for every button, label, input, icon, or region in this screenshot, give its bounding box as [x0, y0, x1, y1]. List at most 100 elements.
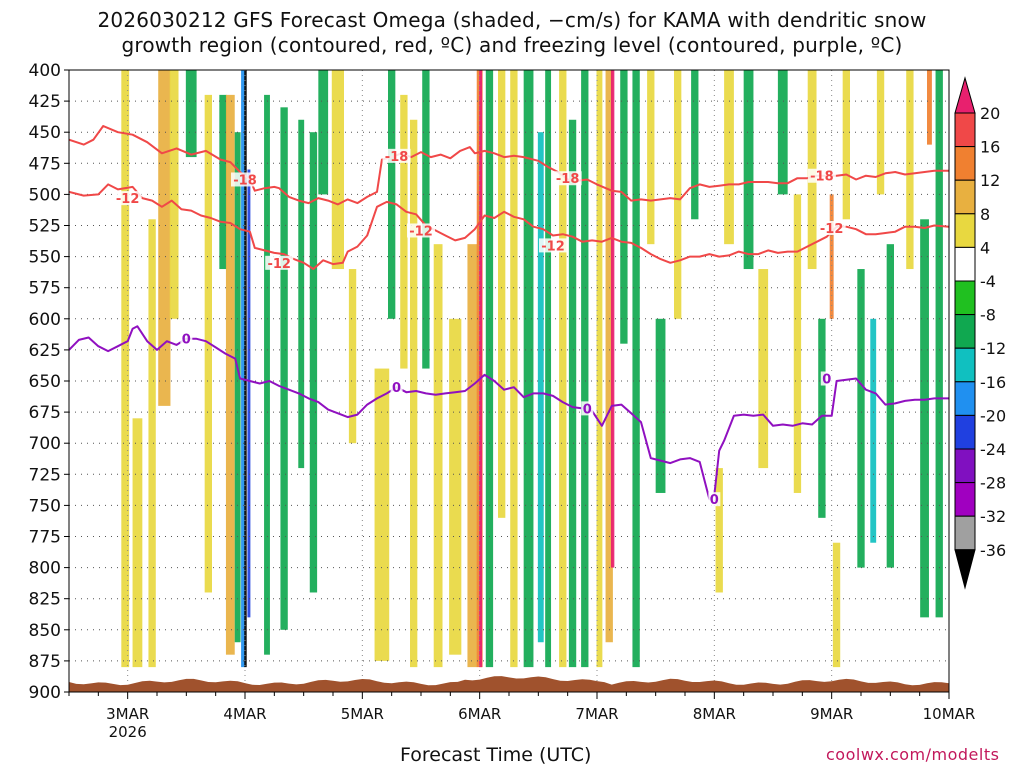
freezing-level-contour-label-1: 0	[392, 381, 401, 396]
y-tick-label-525: 525	[29, 217, 61, 237]
omega-column-23	[410, 119, 418, 668]
x-tick-label-6MAR: 6MAR	[458, 705, 501, 723]
omega-column-14	[280, 107, 288, 630]
colorbar-swatch-6	[954, 280, 976, 316]
freezing-level-contour	[69, 325, 949, 501]
dendritic-contour--18-label-2: -18	[556, 172, 580, 187]
freezing-level-contour-label-bg-0	[180, 331, 193, 346]
colorbar-label-7: -12	[980, 339, 1006, 358]
omega-column-11	[244, 70, 247, 668]
colorbar-swatch-4	[954, 213, 976, 248]
omega-column-30	[485, 70, 494, 668]
omega-column-36	[559, 70, 567, 668]
omega-column-35	[545, 70, 552, 668]
omega-column-43	[632, 70, 640, 668]
dendritic-contour--12-label-bg-3	[539, 238, 567, 253]
colorbar-swatch-11	[954, 448, 976, 484]
omega-column-42	[620, 70, 628, 344]
omega-column-22	[400, 94, 408, 369]
dendritic-contour--12-label-1: -12	[267, 257, 291, 272]
dendritic-contour--18-label-0: -18	[233, 173, 257, 188]
y-tick-label-425: 425	[29, 92, 61, 112]
y-tick-label-725: 725	[29, 465, 61, 485]
freezing-level-contour-label-bg-2	[581, 401, 594, 416]
omega-column-53	[793, 194, 802, 493]
y-tick-label-900: 900	[29, 683, 61, 703]
omega-column-61	[876, 70, 885, 195]
colorbar-swatch-13	[954, 515, 976, 551]
omega-column-32	[510, 70, 518, 668]
y-tick-label-575: 575	[29, 279, 61, 299]
y-tick-label-850: 850	[29, 621, 61, 641]
omega-column-17	[318, 70, 329, 195]
colorbar-label-6: -8	[980, 306, 996, 325]
y-tick-label-400: 400	[29, 61, 61, 81]
omega-column-66	[927, 70, 932, 145]
omega-column-58	[842, 70, 850, 220]
omega-column-15	[298, 119, 305, 469]
omega-column-63	[906, 70, 914, 270]
omega-column-29	[479, 70, 483, 668]
omega-column-0	[121, 70, 130, 668]
omega-column-37	[568, 119, 577, 668]
freezing-level-contour-label-bg-3	[708, 492, 721, 507]
colorbar-label-12: -32	[980, 507, 1006, 526]
x-tick-label-3MAR: 3MAR	[106, 705, 149, 723]
y-tick-label-875: 875	[29, 652, 61, 672]
omega-column-8	[225, 94, 235, 655]
terrain-fill	[69, 676, 949, 692]
omega-column-38	[581, 70, 589, 668]
dendritic-contour--12-label-bg-1	[265, 255, 294, 270]
y-tick-label-825: 825	[29, 590, 61, 610]
terrain-surface	[69, 676, 949, 692]
omega-column-13	[264, 94, 270, 655]
freezing-level-contour-label-bg-4	[820, 371, 833, 386]
y-tick-label-600: 600	[29, 310, 61, 330]
colorbar-label-11: -28	[980, 474, 1006, 493]
omega-column-59	[857, 269, 865, 568]
dendritic-contour--12-label-bg-0	[113, 191, 142, 206]
y-tick-label-800: 800	[29, 559, 61, 579]
x-tick-label-7MAR: 7MAR	[575, 705, 618, 723]
chart-title-line-1: 2026030212 GFS Forecast Omega (shaded, −…	[97, 8, 927, 32]
freezing-level-contour-label-4: 0	[822, 373, 831, 388]
x-tick-label-8MAR: 8MAR	[693, 705, 736, 723]
omega-column-65	[935, 70, 943, 618]
omega-column-46	[674, 70, 682, 319]
omega-column-25	[433, 244, 443, 668]
omega-column-52	[777, 70, 788, 195]
omega-column-26	[449, 318, 462, 655]
plot-background	[69, 70, 949, 692]
omega-column-5	[185, 70, 197, 158]
omega-column-16	[309, 132, 318, 593]
y-tick-label-750: 750	[29, 496, 61, 516]
y-tick-label-550: 550	[29, 248, 61, 268]
omega-column-19	[348, 269, 357, 444]
omega-column-41	[610, 70, 615, 568]
colorbar-swatch-1	[954, 112, 976, 148]
omega-column-31	[498, 70, 506, 518]
omega-column-45	[655, 318, 666, 493]
freezing-level-contour-label-bg-1	[390, 380, 403, 395]
omega-column-33	[523, 70, 534, 668]
dendritic-contour--12-label-4: -12	[820, 222, 844, 237]
colorbar-swatch-5	[954, 246, 976, 282]
y-tick-label-500: 500	[29, 185, 61, 205]
y-tick-label-675: 675	[29, 403, 61, 423]
colorbar-label-1: 16	[980, 138, 1000, 157]
colorbar-label-9: -20	[980, 406, 1006, 425]
omega-column-40	[605, 70, 613, 643]
omega-column-47	[691, 70, 699, 220]
dendritic-contour--12-label-bg-4	[817, 220, 846, 235]
pressure-axis: 400 425 450 475 500 525 550 575 600 625 650 675 700 7…	[29, 61, 69, 703]
omega-column-12	[247, 169, 251, 618]
dendritic-contour--12-label-2: -12	[409, 224, 433, 239]
colorbar-swatch-9	[954, 381, 976, 416]
freezing-level-contour-label-2: 0	[583, 402, 592, 417]
dendritic-contour--12	[69, 183, 949, 270]
y-tick-label-450: 450	[29, 123, 61, 143]
omega-column-34	[537, 132, 544, 643]
colorbar-swatch-7	[954, 314, 976, 349]
x-tick-label-10MAR: 10MAR	[923, 705, 976, 723]
